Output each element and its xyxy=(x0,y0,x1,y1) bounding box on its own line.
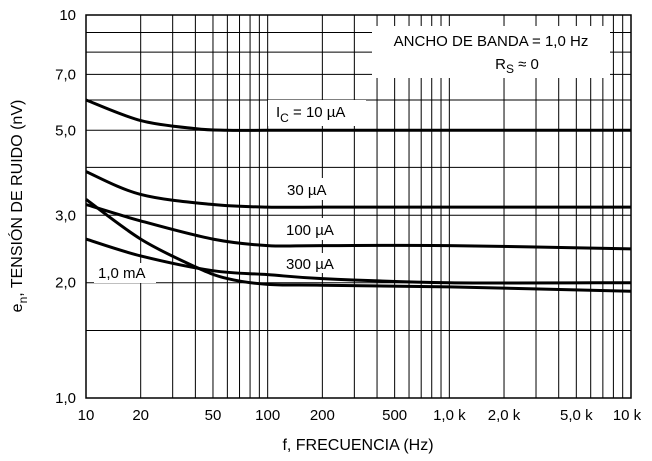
series-label-300ua: 300 µA xyxy=(286,256,334,273)
label-bg-30ua xyxy=(282,178,342,200)
series-line-3 xyxy=(85,237,632,285)
x-tick-label: 20 xyxy=(132,407,149,424)
x-tick-label: 2,0 k xyxy=(488,407,521,424)
annotation-box xyxy=(372,26,610,78)
annotation-bandwidth: ANCHO DE BANDA = 1,0 Hz xyxy=(394,33,589,50)
x-tick-label: 1,0 k xyxy=(433,407,466,424)
x-axis-title: f, FRECUENCIA (Hz) xyxy=(282,437,433,454)
series-line-1 xyxy=(85,170,631,209)
series-line-0 xyxy=(85,98,631,132)
annotation-source-resistance: RS ≈ 0 xyxy=(495,56,539,76)
x-tick-label: 200 xyxy=(310,407,335,424)
y-tick-label: 2,0 xyxy=(55,275,76,292)
label-bg-100ua xyxy=(281,218,347,240)
x-tick-label: 50 xyxy=(205,407,222,424)
series-label-100ua: 100 µA xyxy=(286,222,334,239)
label-bg-1ma xyxy=(94,263,156,283)
y-tick-label: 7,0 xyxy=(55,66,76,83)
x-tick-label: 10 xyxy=(78,407,95,424)
y-tick-label: 5,0 xyxy=(55,122,76,139)
x-tick-label: 10 k xyxy=(613,407,642,424)
label-bg-300ua xyxy=(281,253,347,273)
series-label-30ua: 30 µA xyxy=(287,182,327,199)
label-bg-10ua xyxy=(268,100,366,126)
series-line-2 xyxy=(85,203,632,251)
y-axis-title: en, TENSIÓN DE RUIDO (nV) xyxy=(7,100,30,313)
x-tick-label: 500 xyxy=(382,407,407,424)
series-curves xyxy=(85,98,632,293)
series-label-10ua: IC = 10 µA xyxy=(276,104,345,125)
series-line-4 xyxy=(85,198,632,293)
tick-labels: 10 20 50 100 200 500 1,0 k 2,0 k 5,0 k 10 k 1,0 2,0… xyxy=(55,7,642,424)
y-tick-label: 1,0 xyxy=(55,390,76,407)
y-tick-label: 3,0 xyxy=(55,207,76,224)
x-tick-label: 100 xyxy=(255,407,280,424)
y-tick-label: 10 xyxy=(59,7,76,24)
series-label-1ma: 1,0 mA xyxy=(98,265,146,282)
x-tick-label: 5,0 k xyxy=(560,407,593,424)
plot-border xyxy=(85,14,632,399)
